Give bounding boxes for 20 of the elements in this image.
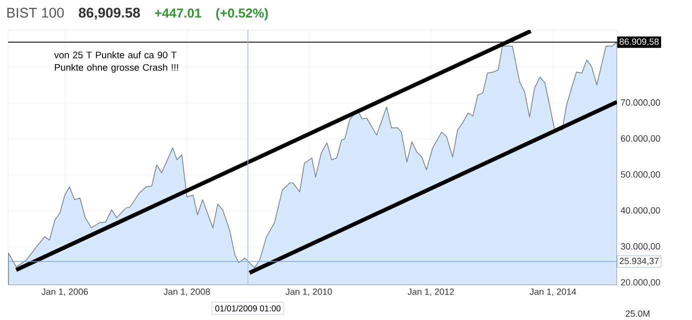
ref-line-label: 86.909,58 (620, 38, 659, 46)
x-tick-label: Jan 1, 2010 (286, 288, 332, 296)
chart-title: BIST 100 (7, 8, 64, 18)
ref-line-label: 25.934,37 (620, 258, 659, 266)
y-tick-label: 20.000,00 (620, 279, 660, 287)
text: (+0.52%) (216, 8, 268, 20)
text: 25.0M (626, 310, 650, 317)
chart-subtitle: 86,909.58 (78, 8, 140, 20)
ref-line-label: 01/01/2009 01:00 (215, 305, 281, 312)
y-tick-label: 30.000,00 (620, 243, 660, 251)
y-tick-label: 50.000,00 (620, 171, 660, 179)
x-tick-label: Jan 1, 2012 (408, 288, 454, 296)
text: +447.01 (154, 8, 202, 18)
annotation: von 25 T Punkte auf ca 90 T Punkte ohne grosse Crash !!! (54, 51, 178, 73)
x-tick-label: Jan 1, 2006 (42, 288, 88, 296)
x-tick-label: Jan 1, 2008 (164, 288, 210, 296)
y-tick-label: 60.000,00 (620, 135, 660, 143)
y-tick-label: 70.000,00 (620, 99, 660, 107)
y-tick-label: 40.000,00 (620, 207, 660, 215)
x-tick-label: Jan 1, 2014 (530, 288, 576, 296)
